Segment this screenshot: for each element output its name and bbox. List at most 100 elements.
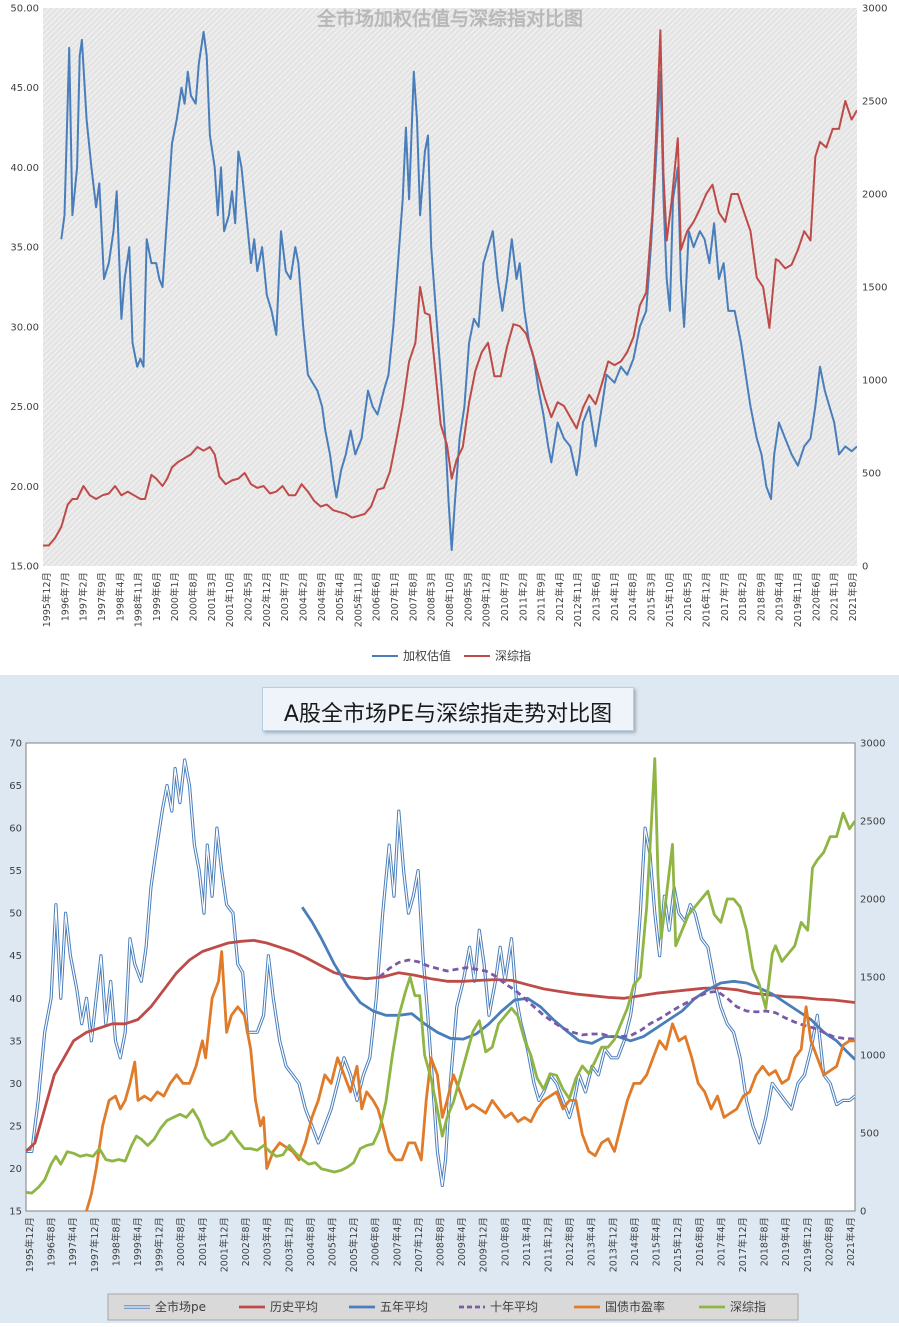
x-tick: 2000年1月 — [169, 572, 181, 621]
x-tick: 2007年12月 — [413, 1217, 425, 1272]
x-tick: 2009年4月 — [456, 1217, 468, 1266]
x-tick: 1999年12月 — [154, 1217, 166, 1272]
y-left-tick: 15.00 — [10, 562, 39, 573]
chart1-title: 全市场加权估值与深综指对比图 — [316, 7, 583, 30]
y-right-tick: 500 — [860, 1129, 879, 1140]
y-left-tick: 25 — [9, 1121, 22, 1132]
x-tick: 2000年8月 — [188, 572, 200, 621]
y-left-tick: 50 — [9, 909, 22, 920]
x-tick: 2012年8月 — [564, 1217, 576, 1266]
x-tick: 2012年11月 — [572, 572, 584, 627]
legend-item: 国债市盈率 — [574, 1299, 665, 1314]
x-tick: 2005年12月 — [348, 1217, 360, 1272]
x-tick: 1999年6月 — [151, 572, 163, 621]
chart2-svg: 15 20 25 30 35 40 45 50 55 60 65 70 0 500 1000 1500 2000… — [9, 739, 885, 1321]
x-tick: 2021年1月 — [829, 572, 841, 621]
x-tick: 2017年4月 — [715, 1217, 727, 1266]
x-tick: 2003年7月 — [279, 572, 291, 621]
x-tick: 2008年10月 — [444, 572, 456, 627]
y-right-tick: 2500 — [860, 817, 885, 828]
x-tick: 2006年6月 — [371, 572, 383, 621]
y-left-tick: 35 — [9, 1036, 22, 1047]
legend-item: 深综指 — [464, 648, 531, 663]
x-tick: 2005年4月 — [326, 1217, 338, 1266]
x-tick: 2016年12月 — [700, 572, 712, 627]
x-tick: 2015年12月 — [672, 1217, 684, 1272]
x-tick: 2009年12月 — [481, 572, 493, 627]
legend-item: 历史平均 — [239, 1300, 318, 1314]
y-right-tick: 0 — [862, 562, 868, 573]
y-left-tick: 50.00 — [10, 4, 39, 15]
x-tick: 1996年8月 — [46, 1217, 58, 1266]
y-right-tick: 1000 — [862, 376, 887, 387]
x-tick: 2001年4月 — [197, 1217, 209, 1266]
x-tick: 1999年4月 — [132, 1217, 144, 1266]
x-tick: 2013年4月 — [586, 1217, 598, 1266]
legend-label: 全市场pe — [155, 1299, 206, 1314]
legend-item: 五年平均 — [349, 1300, 428, 1314]
x-tick: 2015年10月 — [664, 572, 676, 627]
chart1-svg: 全市场加权估值与深综指对比图 15.00 20.00 25.00 30.00 35.00 4… — [10, 4, 887, 664]
y-left-tick: 45 — [9, 951, 22, 962]
x-tick: 2008年8月 — [435, 1217, 447, 1266]
chart-a-share-pe-vs-szse: 15 20 25 30 35 40 45 50 55 60 65 70 0 500 1000 1500 2000… — [0, 675, 899, 1323]
x-tick: 2021年4月 — [845, 1217, 857, 1266]
x-tick: 2011年4月 — [521, 1217, 533, 1266]
legend: 加权估值 深综指 — [372, 648, 531, 663]
x-tick: 2003年4月 — [262, 1217, 274, 1266]
y-left-tick: 40.00 — [10, 163, 39, 174]
x-tick: 1998年11月 — [133, 572, 145, 627]
x-tick: 2002年8月 — [240, 1217, 252, 1266]
legend-item: 深综指 — [699, 1299, 766, 1314]
y-left-tick: 60 — [9, 824, 22, 835]
x-tick: 2004年2月 — [297, 572, 309, 621]
y-left-tick: 35.00 — [10, 243, 39, 254]
x-tick: 2009年5月 — [462, 572, 474, 621]
x-tick: 2018年9月 — [755, 572, 767, 621]
x-tick: 2016年5月 — [682, 572, 694, 621]
series-5-line — [85, 950, 855, 1211]
x-tick: 2011年2月 — [517, 572, 529, 621]
y-right-tick: 3000 — [860, 739, 885, 750]
x-tick: 2007年4月 — [391, 1217, 403, 1266]
x-tick: 2003年12月 — [283, 1217, 295, 1272]
y-right-tick: 1500 — [860, 973, 885, 984]
y-left-tick: 20 — [9, 1164, 22, 1175]
x-tick: 1998年8月 — [110, 1217, 122, 1266]
x-tick: 2020年6月 — [810, 572, 822, 621]
legend: 全市场pe 历史平均 五年平均 十年平均 国债市盈率 深综指 — [107, 1293, 799, 1321]
y-left-tick: 30 — [9, 1079, 22, 1090]
y-right-tick: 1000 — [860, 1051, 885, 1062]
y-left-tick: 20.00 — [10, 482, 39, 493]
y-left-tick: 30.00 — [10, 322, 39, 333]
x-tick: 2005年4月 — [334, 572, 346, 621]
series-group — [26, 757, 855, 1211]
y-left-tick: 15 — [9, 1207, 22, 1218]
y-right-tick: 3000 — [862, 4, 887, 15]
y-left-tick: 65 — [9, 781, 22, 792]
series-2-line — [26, 939, 855, 1153]
y-right-tick: 2000 — [862, 190, 887, 201]
x-tick: 2019年4月 — [774, 572, 786, 621]
x-tick: 1995年12月 — [41, 572, 53, 627]
y-right-tick: 2500 — [862, 97, 887, 108]
legend-label: 国债市盈率 — [605, 1299, 665, 1314]
y-right-tick: 500 — [862, 469, 881, 480]
x-tick: 2007年1月 — [389, 572, 401, 621]
y-right-tick: 2000 — [860, 895, 885, 906]
legend-item: 十年平均 — [459, 1300, 538, 1314]
y-left-tick: 40 — [9, 994, 22, 1005]
x-tick: 2021年8月 — [847, 572, 859, 621]
chart2-title-box: A股全市场PE与深综指走势对比图 — [262, 687, 634, 731]
legend-item: 加权估值 — [372, 648, 451, 663]
chart2-title: A股全市场PE与深综指走势对比图 — [283, 702, 613, 727]
x-tick: 2019年4月 — [780, 1217, 792, 1266]
x-tick: 2019年12月 — [802, 1217, 814, 1272]
x-tick: 2017年7月 — [719, 572, 731, 621]
legend-label: 深综指 — [495, 648, 531, 663]
x-tick: 2005年11月 — [352, 572, 364, 627]
x-tick: 2001年12月 — [218, 1217, 230, 1272]
legend-label: 十年平均 — [490, 1300, 538, 1314]
x-tick: 2011年9月 — [536, 572, 548, 621]
x-tick: 2010年7月 — [499, 572, 511, 621]
